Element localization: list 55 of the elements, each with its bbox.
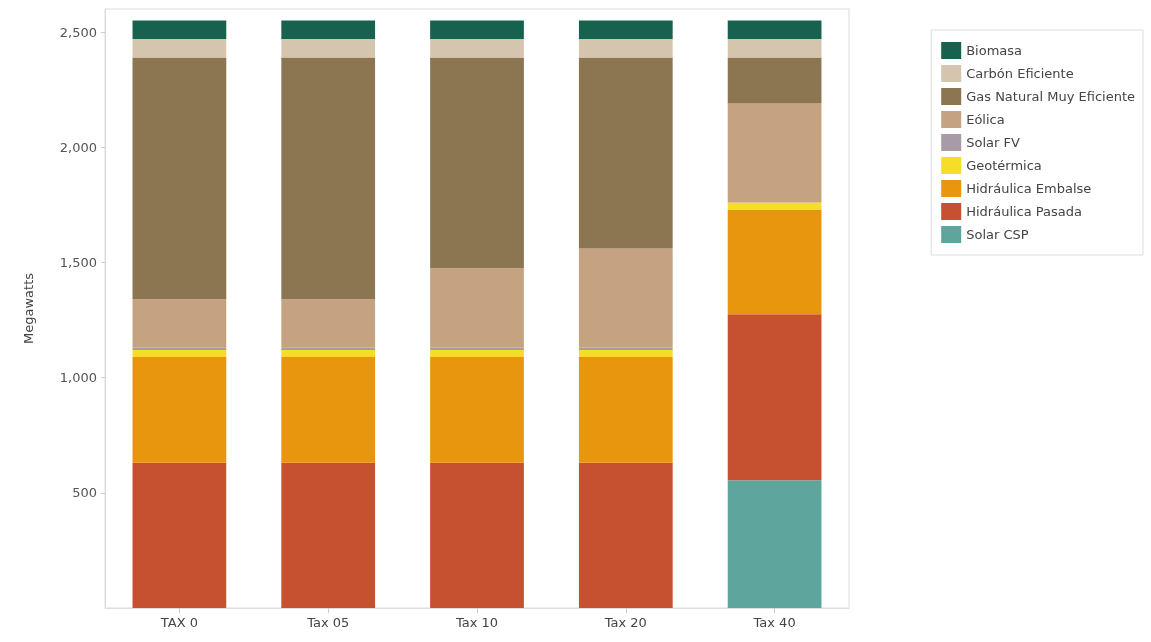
legend-label: Eólica — [966, 112, 1005, 127]
y-tick-label: 2,500 — [59, 24, 97, 40]
bar — [132, 462, 227, 608]
legend-label: Solar CSP — [966, 227, 1029, 242]
bar — [578, 462, 673, 608]
bar — [430, 57, 524, 269]
x-tick-label: TAX 0 — [159, 615, 198, 630]
bar — [727, 103, 822, 203]
bar — [430, 38, 524, 58]
x-tick-label: Tax 10 — [454, 615, 499, 630]
bar — [281, 349, 376, 357]
bar — [727, 209, 822, 315]
bar — [281, 356, 376, 463]
bar — [727, 57, 822, 104]
bar — [727, 480, 822, 608]
bar — [727, 314, 822, 481]
bar — [727, 38, 822, 58]
legend-label: Carbón Eficiente — [966, 66, 1074, 81]
bar — [578, 248, 673, 348]
bar — [281, 462, 376, 608]
bar — [132, 349, 227, 357]
bar — [132, 299, 227, 348]
legend-label: Solar FV — [966, 135, 1020, 150]
x-tick-label: Tax 20 — [603, 615, 647, 630]
bar — [281, 38, 376, 58]
bar — [578, 20, 673, 39]
bar — [281, 57, 376, 300]
bar — [430, 268, 524, 348]
bar — [578, 38, 673, 58]
legend-label: Geotérmica — [966, 158, 1042, 173]
x-tick-label: Tax 05 — [306, 615, 350, 630]
bar — [132, 38, 227, 58]
legend-label: Gas Natural Muy Eficiente — [966, 89, 1136, 104]
bar — [430, 356, 524, 463]
bar — [132, 356, 227, 463]
legend-label: Biomasa — [966, 43, 1023, 58]
bar — [430, 462, 524, 608]
bar — [132, 20, 227, 39]
bar — [578, 349, 673, 357]
x-tick-label: Tax 40 — [752, 615, 796, 630]
bar — [430, 349, 524, 357]
bar — [281, 299, 376, 348]
legend-label: Hidráulica Embalse — [966, 181, 1092, 196]
y-tick-label: 2,000 — [59, 139, 97, 155]
bar — [281, 20, 376, 39]
bar — [727, 20, 822, 39]
bar — [578, 356, 673, 463]
y-axis-title: Megawatts — [21, 272, 36, 344]
legend-label: Hidráulica Pasada — [966, 204, 1083, 219]
bar — [132, 57, 227, 300]
bar — [430, 20, 524, 39]
y-tick-label: 1,000 — [59, 370, 97, 386]
bar — [578, 57, 673, 249]
y-tick-label: 500 — [72, 485, 97, 501]
y-tick-label: 1,500 — [59, 254, 97, 270]
